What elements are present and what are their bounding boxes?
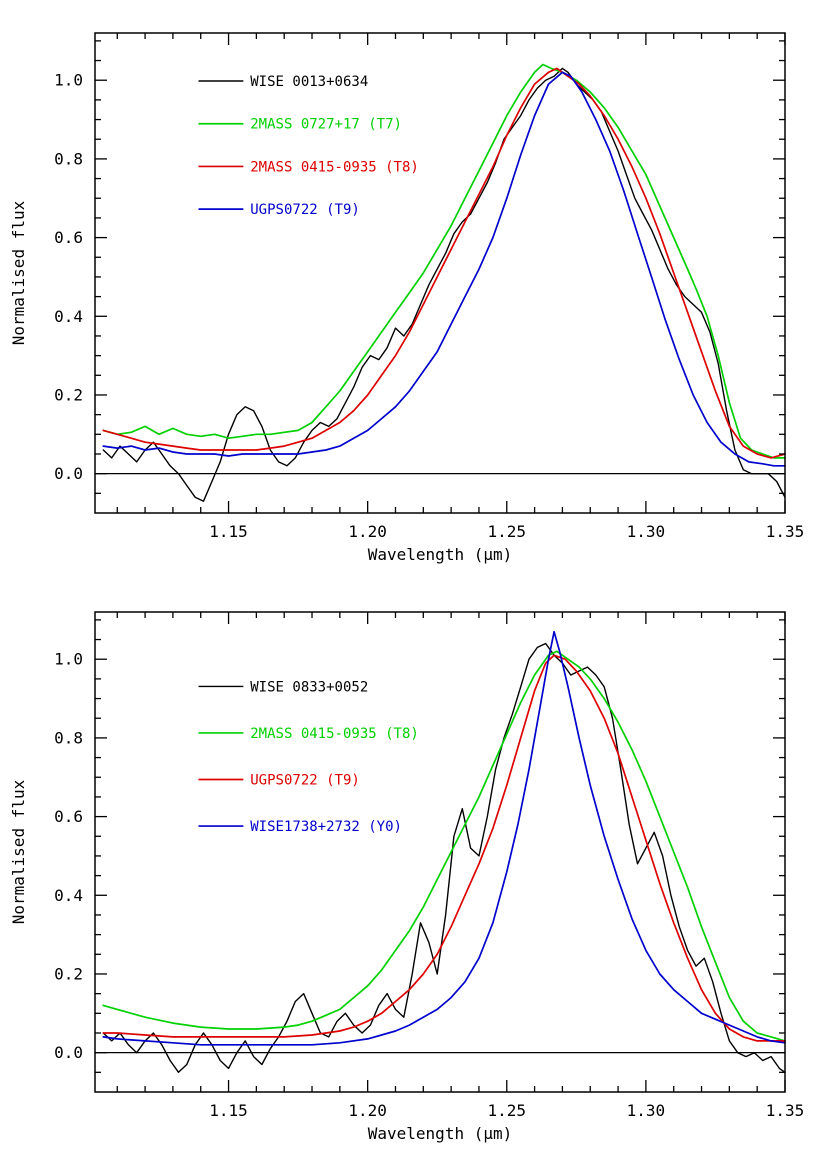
y-tick-label: 0.2 xyxy=(54,964,83,983)
y-tick-label: 1.0 xyxy=(54,71,83,90)
x-tick-label: 1.20 xyxy=(348,1101,387,1120)
axes-frame xyxy=(94,32,786,514)
series-line-2mass-0727-17-t7- xyxy=(102,63,786,459)
y-tick-label: 0.6 xyxy=(54,807,83,826)
x-axis-label: Wavelength (μm) xyxy=(368,545,513,564)
legend-label: 2MASS 0727+17 (T7) xyxy=(250,117,402,133)
y-tick-label: 0.4 xyxy=(54,307,83,326)
y-axis-label: Normalised flux xyxy=(9,779,28,924)
x-tick-label: 1.35 xyxy=(766,1101,805,1120)
x-tick-label: 1.15 xyxy=(209,522,248,541)
y-tick-label: 1.0 xyxy=(54,650,83,669)
spectrum-panel-top: 1.15 1.20 1.25 1.30 1.35 0.0 0.2 0.4 0.6 0.8 1.0 Wa… xyxy=(9,32,805,564)
legend-label: WISE1738+2732 (Y0) xyxy=(250,819,402,835)
series-line-wise-0833-0052 xyxy=(102,642,786,1073)
y-tick-label: 0.8 xyxy=(54,728,83,747)
y-axis-label: Normalised flux xyxy=(9,200,28,345)
series-line-ugps0722-t9- xyxy=(102,71,786,467)
legend-label: 2MASS 0415-0935 (T8) xyxy=(250,159,419,175)
y-tick-label: 0.0 xyxy=(54,1043,83,1062)
spectrum-chart-bottom: 1.15 1.20 1.25 1.30 1.35 0.0 0.2 0.4 0.6 0.8 1.0 Wa… xyxy=(9,611,805,1143)
x-tick-label: 1.25 xyxy=(488,1101,527,1120)
y-tick-label: 0.4 xyxy=(54,886,83,905)
spectrum-chart-top: 1.15 1.20 1.25 1.30 1.35 0.0 0.2 0.4 0.6 0.8 1.0 Wa… xyxy=(9,32,805,564)
series-line-2mass-0415-0935-t8- xyxy=(102,650,786,1042)
legend-label: UGPS0722 (T9) xyxy=(250,773,360,789)
series-line-wise1738-2732-y0- xyxy=(102,630,786,1046)
series-line-ugps0722-t9- xyxy=(102,654,786,1042)
legend-label: 2MASS 0415-0935 (T8) xyxy=(250,726,419,742)
x-tick-label: 1.20 xyxy=(348,522,387,541)
x-tick-label: 1.30 xyxy=(627,522,666,541)
legend-label: WISE 0833+0052 xyxy=(250,679,368,695)
series-line-2mass-0415-0935-t8- xyxy=(102,67,786,459)
x-axis-label: Wavelength (μm) xyxy=(368,1124,513,1143)
y-tick-label: 0.0 xyxy=(54,464,83,483)
y-tick-label: 0.8 xyxy=(54,149,83,168)
legend-label: WISE 0013+0634 xyxy=(250,74,368,90)
x-tick-label: 1.15 xyxy=(209,1101,248,1120)
series-line-wise-0013-0634 xyxy=(102,67,786,502)
legend-label: UGPS0722 (T9) xyxy=(250,202,360,218)
spectrum-panel-bottom: 1.15 1.20 1.25 1.30 1.35 0.0 0.2 0.4 0.6 0.8 1.0 Wa… xyxy=(0,579,817,1158)
x-tick-label: 1.35 xyxy=(766,522,805,541)
y-tick-label: 0.6 xyxy=(54,228,83,247)
x-tick-label: 1.25 xyxy=(488,522,527,541)
y-tick-label: 0.2 xyxy=(54,385,83,404)
axes-frame xyxy=(94,611,786,1093)
x-tick-label: 1.30 xyxy=(627,1101,666,1120)
